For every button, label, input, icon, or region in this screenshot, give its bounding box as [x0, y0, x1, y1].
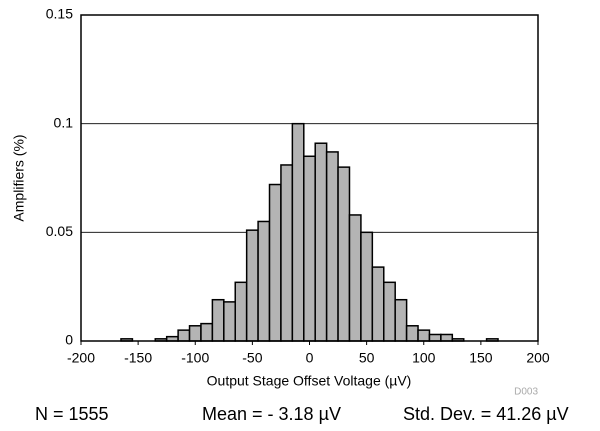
x-tick-label: -200	[67, 350, 95, 366]
bar	[211, 298, 225, 342]
y-tick-label: 0.15	[46, 6, 73, 22]
bar	[280, 164, 294, 342]
bar	[417, 329, 431, 342]
bar	[325, 151, 339, 342]
plot-frame	[80, 14, 539, 342]
figure-id: D003	[514, 387, 538, 398]
bar	[440, 333, 454, 342]
bar	[314, 142, 328, 342]
y-axis-label: Amplifiers (%)	[11, 134, 27, 221]
bar	[371, 266, 385, 342]
bar	[291, 122, 305, 342]
y-tick-label: 0	[65, 332, 73, 348]
bar	[360, 231, 374, 342]
x-tick-label: 0	[306, 350, 314, 366]
footer-std: Std. Dev. = 41.26 µV	[403, 404, 569, 424]
x-tick-label: 50	[359, 350, 375, 366]
bar	[394, 298, 408, 342]
bar	[234, 281, 248, 342]
x-tick-label: -50	[242, 350, 262, 366]
x-tick-label: -100	[181, 350, 209, 366]
bar	[200, 322, 214, 342]
x-tick-label: -150	[124, 350, 152, 366]
bar	[428, 333, 442, 342]
bar	[245, 229, 259, 342]
y-tick-label: 0.1	[54, 114, 74, 130]
footer-mean: Mean = - 3.18 µV	[202, 404, 341, 424]
bar	[405, 325, 419, 342]
bar	[257, 220, 271, 342]
bar	[268, 183, 282, 342]
bar	[223, 301, 236, 342]
x-tick-label: 200	[526, 350, 550, 366]
bar	[348, 214, 362, 342]
x-tick-label: 100	[412, 350, 436, 366]
x-tick-label: 150	[469, 350, 493, 366]
footer-n: N = 1555	[35, 404, 109, 424]
bar	[177, 329, 191, 342]
bar	[383, 281, 396, 342]
bar	[303, 155, 316, 342]
x-axis-label: Output Stage Offset Voltage (µV)	[207, 373, 412, 389]
bar	[188, 325, 202, 342]
bar	[337, 166, 351, 342]
y-tick-label: 0.05	[46, 223, 73, 239]
